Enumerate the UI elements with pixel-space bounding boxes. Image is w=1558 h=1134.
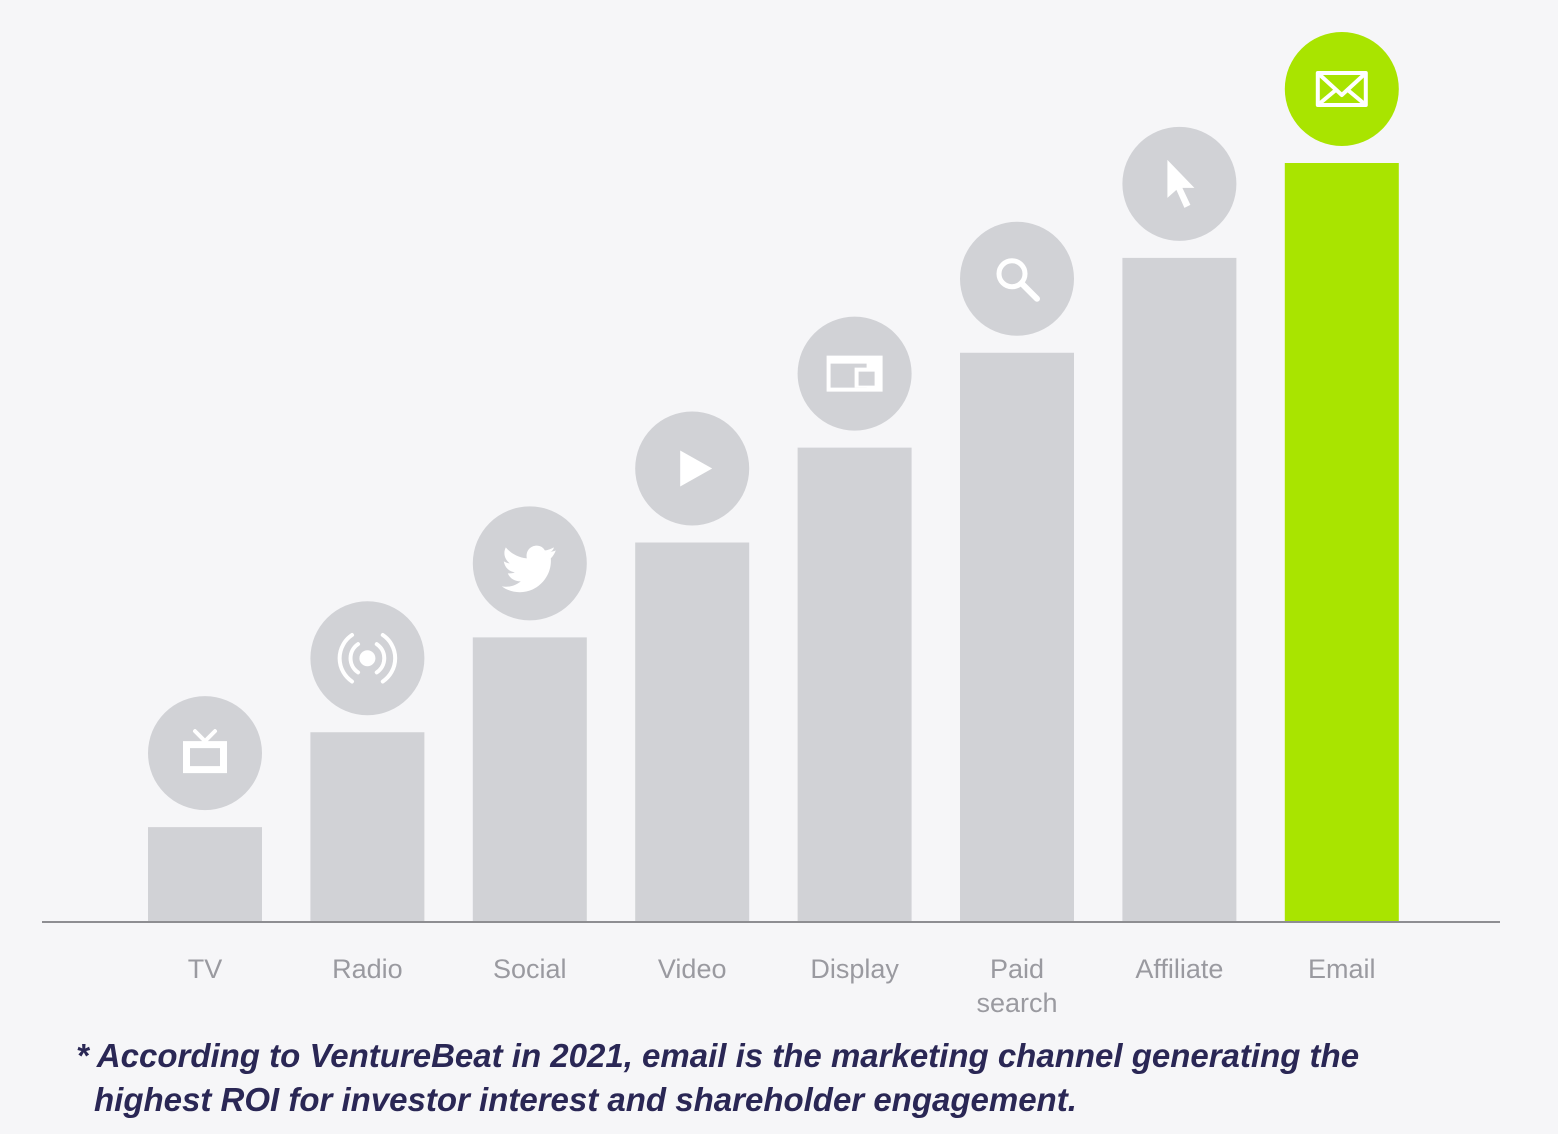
tick-labels-group: TV Radio Social Video Display Paid search Affil… [188,954,1376,1018]
bar-social [472,637,587,922]
tick-label-social: Social [493,954,567,984]
bar-display [797,447,912,922]
bar-email [1284,163,1399,922]
bar-paid-search [960,352,1074,922]
tick-label-tv: TV [188,954,223,984]
search-icon [996,258,1040,302]
twitter-bird-icon [501,545,556,593]
tick-label-display: Display [810,954,899,984]
footnote-line-2: highest ROI for investor interest and sh… [94,1081,1077,1118]
icons-group [148,32,1399,811]
icon-badge-paid-search [960,221,1074,336]
tick-label-affiliate: Affiliate [1135,954,1223,984]
tick-label-radio: Radio [332,954,403,984]
bar-tv [148,827,262,922]
footnote: * According to VentureBeat in 2021, emai… [76,1034,1516,1122]
tv-icon [183,729,227,774]
bar-radio [310,732,425,922]
bar-affiliate [1122,257,1237,922]
bar-video [635,542,750,922]
icon-badge-email [1284,32,1399,146]
tick-label-email: Email [1308,954,1376,984]
tick-label-video: Video [658,954,727,984]
play-icon [680,450,713,487]
footnote-line-1: * According to VentureBeat in 2021, emai… [76,1037,1360,1074]
cursor-icon [1167,159,1195,208]
bars-group [148,163,1399,922]
browser-window-icon [826,355,883,392]
radio-broadcast-icon [337,633,398,684]
envelope-icon [1315,71,1368,107]
tick-label-paid-search: Paid search [976,954,1057,1018]
